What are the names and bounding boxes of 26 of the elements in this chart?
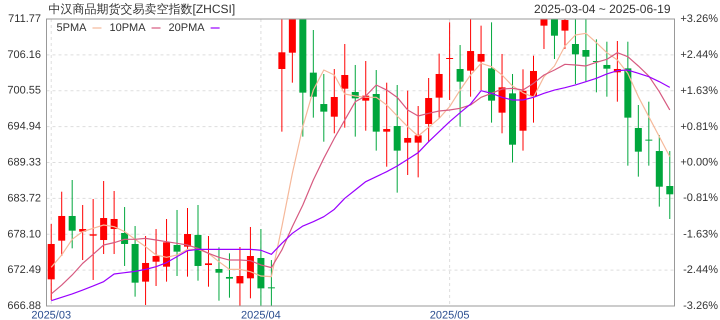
y-tick: 689.33 xyxy=(7,156,41,168)
x-tick: 2025/05 xyxy=(430,310,470,320)
x-tick: 2025/03 xyxy=(31,310,72,320)
y-tick: 700.55 xyxy=(7,84,41,97)
y2-tick: -1.63% xyxy=(683,228,718,240)
y2-tick: +2.44% xyxy=(680,49,718,62)
title: 中汉商品期货交易卖空指数[ZHCSI] xyxy=(48,2,236,16)
legend-label: 5PMA xyxy=(56,22,86,34)
y-tick: 694.94 xyxy=(7,120,41,133)
legend-label: 10PMA xyxy=(109,22,146,34)
y2-tick: -2.44% xyxy=(683,264,718,276)
y2-tick: +1.63% xyxy=(680,84,718,97)
x-tick: 2025/04 xyxy=(241,310,281,320)
y2-tick: +0.00% xyxy=(680,156,718,168)
y-tick: 711.77 xyxy=(8,13,41,25)
y2-tick: +0.81% xyxy=(680,120,718,133)
y2-tick: -0.81% xyxy=(683,192,718,204)
y-tick: 683.72 xyxy=(7,192,41,204)
y2-tick: +3.26% xyxy=(680,13,718,25)
y-tick: 666.88 xyxy=(7,300,41,312)
y2-tick: -3.26% xyxy=(683,300,718,312)
legend-label: 20PMA xyxy=(168,22,205,34)
y-tick: 672.49 xyxy=(7,264,41,276)
subtitle: 2025-03-04 ~ 2025-06-19 xyxy=(534,2,670,16)
y-tick: 706.16 xyxy=(7,48,41,61)
y-tick: 678.10 xyxy=(7,228,41,240)
